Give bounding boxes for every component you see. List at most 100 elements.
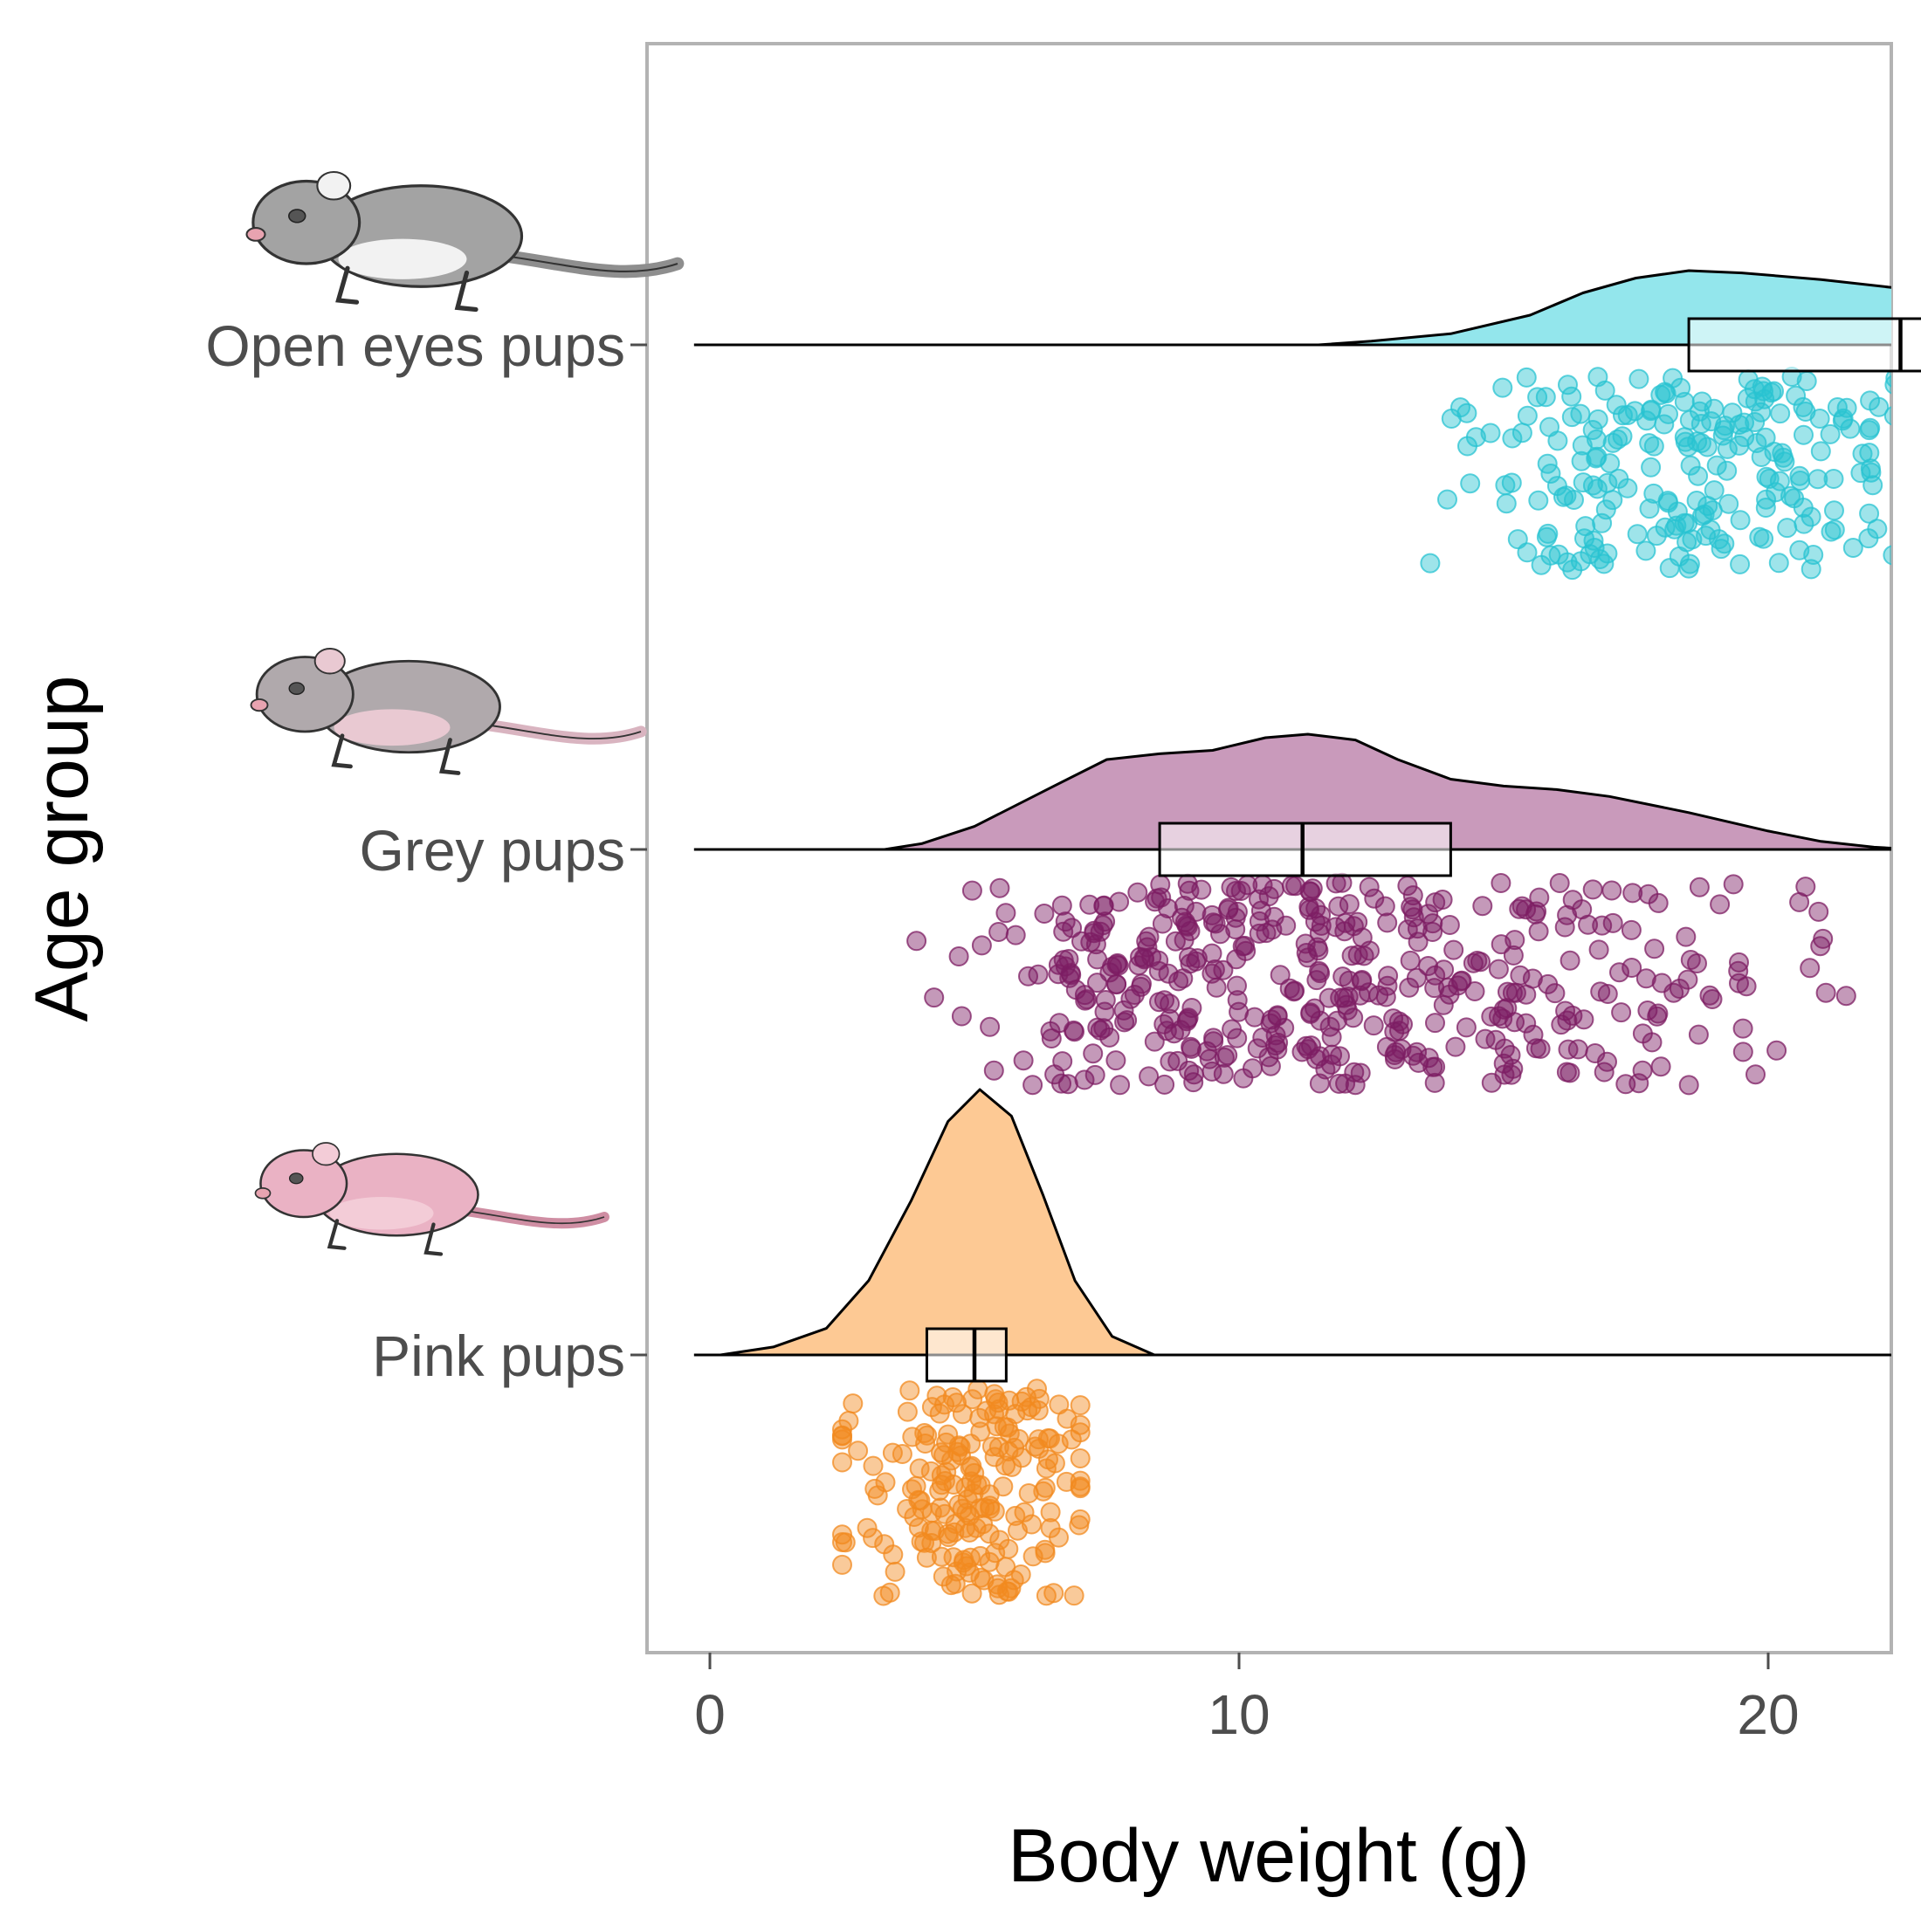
grey-pups-point <box>1350 1062 1371 1083</box>
pink-pups-point <box>879 1582 900 1603</box>
x-tick-label-20: 20 <box>1737 1683 1799 1746</box>
grey-pups-point <box>1556 1062 1577 1083</box>
grey-pups-point <box>1174 911 1195 932</box>
pink-pups-point <box>960 1505 980 1526</box>
grey-pups-point <box>1475 1028 1496 1049</box>
grey-pups-point <box>1494 1038 1515 1059</box>
open-eyes-pups-point <box>1774 451 1795 472</box>
grey-pups-point <box>1347 945 1368 966</box>
open-eyes-pups-point <box>1777 518 1798 539</box>
grey-pups-point <box>1187 948 1208 969</box>
grey-pups-point <box>1106 974 1127 995</box>
grey-pups-point <box>1252 875 1273 896</box>
grey-pups-point <box>1108 955 1129 976</box>
grey-pups-point <box>1300 1003 1321 1024</box>
open-eyes-pups-point <box>1755 427 1776 448</box>
open-eyes-pups-point <box>1582 420 1603 440</box>
grey-pups-point <box>1268 1032 1289 1053</box>
grey-pups-point <box>1205 913 1226 934</box>
open-eyes-pups-point <box>1613 405 1633 426</box>
pink-pups-point <box>897 1401 918 1422</box>
grey-pups-point <box>1509 898 1530 919</box>
pink-pups-point <box>892 1444 912 1464</box>
grey-pups-point <box>1669 979 1690 999</box>
grey-pups-point <box>1644 938 1665 959</box>
open-eyes-pups-point <box>1744 379 1765 400</box>
open-eyes-pups-point <box>1821 521 1842 542</box>
open-eyes-pups-point <box>1730 553 1751 574</box>
grey-pups-point <box>1425 1013 1445 1034</box>
open-eyes-pups-point <box>1602 432 1623 453</box>
pink-pups-point <box>988 1437 1009 1457</box>
grey-pups-point <box>1109 891 1130 912</box>
pink-pups-point <box>1040 1428 1060 1449</box>
grey-pups-point <box>1732 1042 1753 1062</box>
grey-pups-point <box>1439 915 1460 935</box>
x-axis-title: Body weight (g) <box>1008 1814 1530 1898</box>
grey-pups-point <box>1165 931 1186 952</box>
grey-pups-point <box>1374 896 1395 917</box>
open-eyes-pups-point <box>1571 450 1592 471</box>
grey-pups-point <box>1095 911 1116 932</box>
open-eyes-pups-point <box>1628 368 1649 389</box>
grey-pups-point <box>1183 1064 1204 1085</box>
open-eyes-pups-point <box>1600 453 1621 474</box>
open-eyes-pups-point <box>1437 489 1457 510</box>
open-eyes-pups-point <box>1527 387 1548 408</box>
grey-pups-point <box>1329 1073 1349 1094</box>
grey-pups-point <box>1648 1003 1669 1024</box>
pink-pups-point <box>996 1581 1017 1602</box>
open-eyes-pups-point <box>1768 553 1789 574</box>
open-eyes-pups-point <box>1883 545 1891 566</box>
x-axis: 010203040 <box>694 1653 1800 1746</box>
grey-pups-point <box>1305 911 1325 932</box>
open-eyes-pups-point <box>1755 498 1776 518</box>
pink-pups-point <box>995 1557 1016 1578</box>
grey-pups-point <box>1338 987 1359 1007</box>
grey-pups-point <box>1335 1073 1356 1094</box>
open-eyes-pups-point <box>1897 464 1915 483</box>
open-eyes-pups-point <box>1572 435 1593 456</box>
open-eyes-pups-point <box>1833 408 1854 429</box>
grey-pups-point <box>1562 890 1583 911</box>
open-eyes-pups-point <box>1729 415 1750 435</box>
open-eyes-pups-point <box>1711 539 1732 560</box>
open-eyes-pups-point <box>1589 549 1610 569</box>
pink-pups-point <box>953 1552 974 1573</box>
pink-pups-point <box>938 1523 959 1544</box>
grey-pups-points <box>906 872 1856 1096</box>
grey-pups-point <box>1505 982 1526 1003</box>
pink-pups-point <box>832 1554 852 1575</box>
jittered-points <box>832 367 1918 1606</box>
open-eyes-pups-point <box>1836 397 1857 418</box>
grey-pups-point <box>980 1016 1001 1037</box>
open-eyes-pups-point <box>1752 376 1773 397</box>
grey-pups-point <box>1813 928 1834 949</box>
grey-pups-point <box>1229 1001 1250 1022</box>
grey-pups-point <box>1170 1020 1191 1041</box>
grey-pups-point <box>1022 1075 1043 1096</box>
grey-pups-point <box>1093 895 1114 916</box>
open-eyes-pups-point <box>1900 523 1918 541</box>
grey-pups-point <box>1472 896 1493 917</box>
grey-pups-point <box>1160 1051 1181 1072</box>
open-eyes-pups-point <box>1894 455 1912 473</box>
open-eyes-pups-point <box>1608 468 1629 489</box>
open-eyes-pups-point <box>1641 457 1662 478</box>
open-eyes-pups-point <box>1756 489 1777 510</box>
grey-pups-point <box>1467 951 1488 971</box>
pink-pups-point <box>1070 1476 1091 1497</box>
grey-pups-point <box>1729 952 1749 973</box>
grey-pups-point <box>1377 912 1398 933</box>
grey-pups-point <box>1494 1064 1515 1085</box>
open-eyes-pups-point <box>1807 469 1828 490</box>
pink-pups-points <box>832 1379 1091 1606</box>
pup-illustrations <box>245 170 685 1256</box>
grey-pups-point <box>1276 915 1297 936</box>
grey-pups-point <box>1400 950 1421 971</box>
grey-pups-point <box>1191 879 1212 900</box>
grey-pups-point <box>1800 958 1821 979</box>
grey-pups-point <box>1005 925 1026 945</box>
pink-pups-point <box>1033 1481 1054 1502</box>
